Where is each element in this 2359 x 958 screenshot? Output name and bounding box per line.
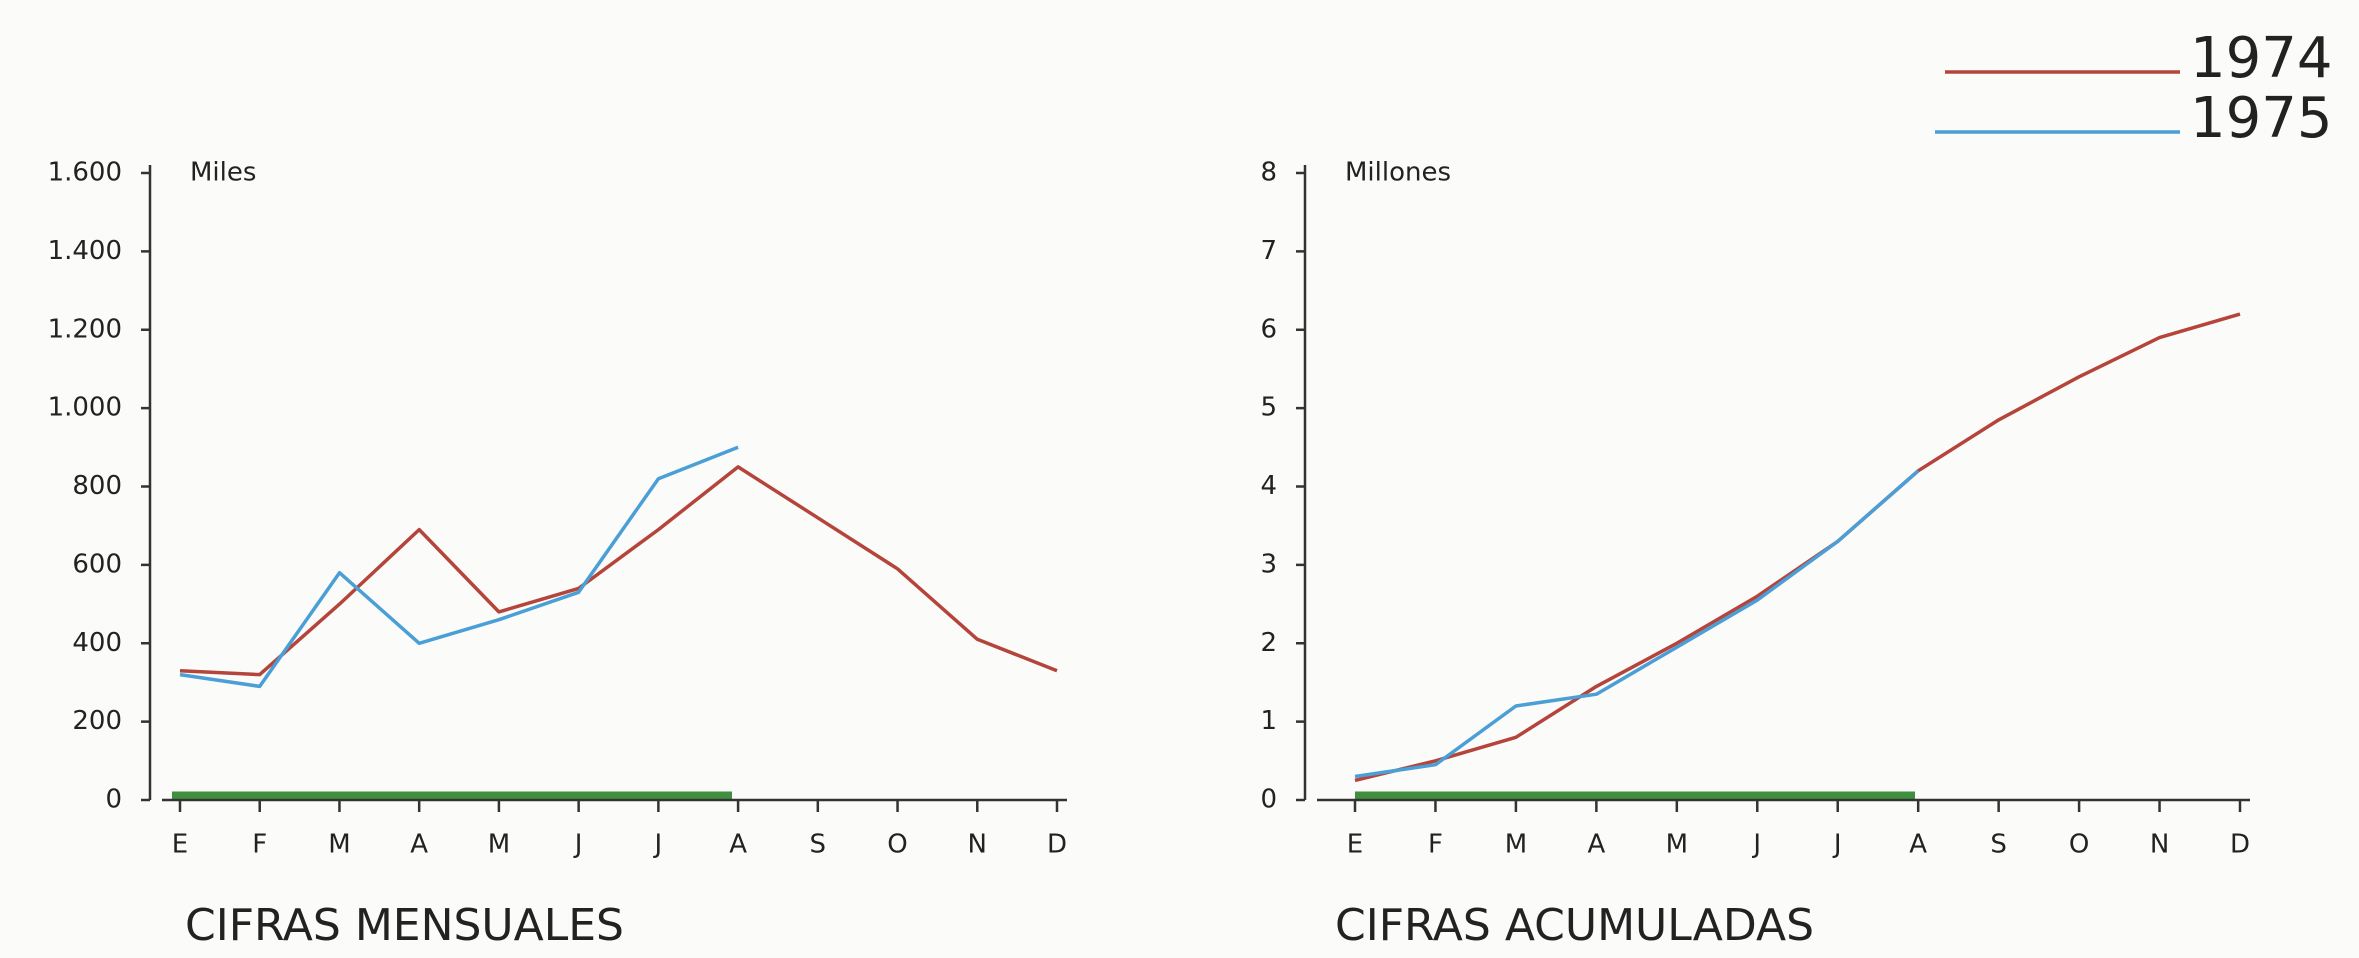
x-tick-label: J [653,830,663,860]
y-tick-label: 8 [1260,158,1277,188]
y-tick-label: 1.000 [48,393,122,423]
x-tick-label: N [968,830,987,860]
y-tick-label: 3 [1260,549,1277,579]
x-tick-label: J [1832,830,1842,860]
y-tick-label: 2 [1260,628,1277,658]
y-tick-label: 7 [1260,236,1277,266]
x-tick-label: O [887,830,907,860]
x-tick-label: O [2069,830,2089,860]
x-tick-label: F [1428,830,1443,860]
x-tick-label: S [1990,830,2007,860]
x-tick-label: M [328,830,350,860]
x-tick-label: A [410,830,428,860]
y-tick-label: 4 [1260,471,1277,501]
x-tick-label: A [1909,830,1927,860]
y-axis-label: Miles [190,158,256,188]
y-tick-label: 600 [72,549,122,579]
data-line [179,465,1058,677]
legend-label: 1975 [2190,86,2333,151]
data-line [1354,469,1920,779]
data-line [179,445,739,689]
y-tick-label: 800 [72,471,122,501]
x-tick-label: D [1047,830,1067,860]
x-tick-label: D [2230,830,2250,860]
y-tick-label: 1.600 [48,158,122,188]
x-tick-label: M [1505,830,1527,860]
y-tick-label: 0 [1260,785,1277,815]
x-tick-label: N [2150,830,2169,860]
y-tick-label: 1 [1260,706,1277,736]
chart-title: CIFRAS ACUMULADAS [1335,900,1814,951]
y-tick-label: 6 [1260,314,1277,344]
x-tick-label: A [1587,830,1605,860]
x-tick-label: E [1347,830,1363,860]
x-tick-label: M [488,830,510,860]
chart-title: CIFRAS MENSUALES [185,900,624,951]
x-tick-label: S [810,830,827,860]
y-tick-label: 1.200 [48,314,122,344]
y-tick-label: 5 [1260,393,1277,423]
y-tick-label: 200 [72,706,122,736]
y-axis-label: Millones [1345,158,1451,188]
y-tick-label: 400 [72,628,122,658]
x-tick-label: J [573,830,583,860]
x-tick-label: A [729,830,747,860]
y-tick-label: 1.400 [48,236,122,266]
legend-label: 1974 [2190,26,2333,91]
x-tick-label: F [252,830,267,860]
x-tick-label: M [1666,830,1688,860]
y-tick-label: 0 [105,785,122,815]
x-tick-label: E [172,830,188,860]
x-tick-label: J [1751,830,1761,860]
